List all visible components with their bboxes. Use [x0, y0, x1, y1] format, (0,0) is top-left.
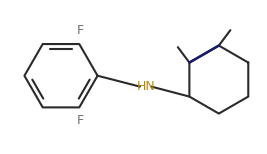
Text: F: F: [77, 24, 84, 37]
Text: HN: HN: [136, 80, 155, 93]
Text: F: F: [77, 114, 84, 128]
